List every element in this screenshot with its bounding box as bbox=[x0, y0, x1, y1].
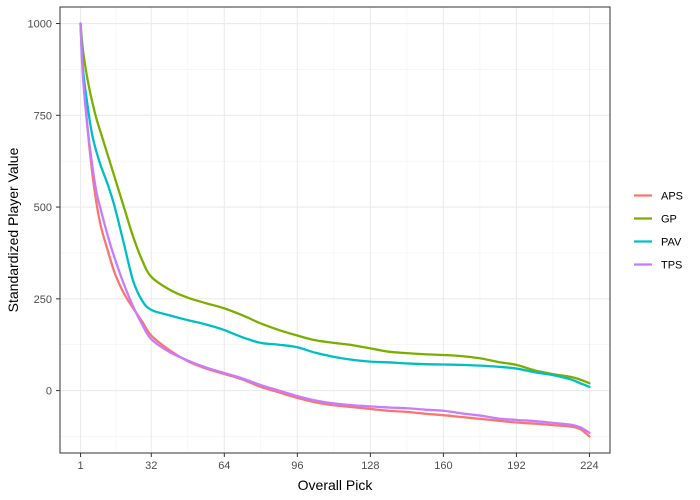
panel-border bbox=[59, 6, 611, 454]
x-axis-title: Overall Pick bbox=[298, 477, 374, 493]
legend-label-tps: TPS bbox=[661, 260, 682, 272]
legend-label-gp: GP bbox=[661, 214, 677, 226]
x-axis: 1 32 64 96 128 160 192 224 bbox=[77, 453, 599, 472]
legend-label-pav: PAV bbox=[661, 237, 682, 249]
y-tick-label: 1000 bbox=[28, 19, 52, 31]
y-tick-label: 250 bbox=[34, 294, 52, 306]
series-lines bbox=[79, 22, 591, 438]
y-axis: 0 250 500 750 1000 bbox=[28, 19, 60, 398]
series-line-aps bbox=[79, 22, 591, 438]
x-tick-label: 1 bbox=[77, 460, 83, 472]
series-line-pav bbox=[79, 22, 591, 389]
y-tick-label: 500 bbox=[34, 202, 52, 214]
x-tick-label: 32 bbox=[145, 460, 157, 472]
x-tick-label: 192 bbox=[507, 460, 525, 472]
x-tick-label: 224 bbox=[580, 460, 598, 472]
x-tick-label: 160 bbox=[434, 460, 452, 472]
series-line-gp bbox=[79, 22, 591, 385]
series-line-tps bbox=[79, 22, 591, 434]
legend: APS GP PAV TPS bbox=[634, 191, 683, 272]
y-axis-title: Standardized Player Value bbox=[5, 147, 21, 312]
y-tick-label: 0 bbox=[46, 386, 52, 398]
x-tick-label: 128 bbox=[361, 460, 379, 472]
x-tick-label: 96 bbox=[291, 460, 303, 472]
y-tick-label: 750 bbox=[34, 110, 52, 122]
x-tick-label: 64 bbox=[218, 460, 230, 472]
legend-label-aps: APS bbox=[661, 191, 683, 203]
major-gridlines bbox=[60, 7, 610, 453]
